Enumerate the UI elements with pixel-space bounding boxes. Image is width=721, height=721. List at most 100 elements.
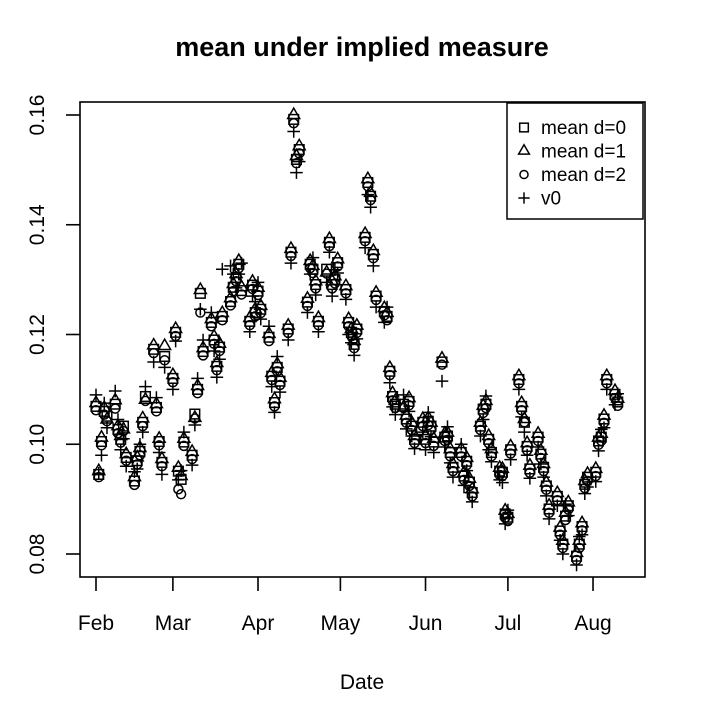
triangle-marker (264, 364, 280, 378)
plus-marker (446, 470, 460, 484)
triangle-marker (569, 544, 584, 558)
plus-marker (358, 241, 372, 255)
triangle-marker (289, 147, 304, 161)
triangle-marker (338, 277, 354, 291)
plus-marker (347, 349, 361, 362)
plus-marker (367, 259, 380, 273)
plus-marker (309, 288, 322, 302)
plus-marker (389, 408, 402, 421)
circle-marker (236, 289, 247, 300)
plus-marker (243, 325, 257, 339)
triangle-marker (110, 417, 126, 431)
circle-marker (271, 366, 283, 377)
plus-marker (265, 380, 279, 393)
x-tick-label: Mar (155, 612, 191, 635)
plus-marker (512, 383, 526, 396)
triangle-marker (291, 137, 307, 151)
plus-marker (496, 476, 509, 489)
plus-marker (303, 267, 317, 281)
circle-marker (129, 479, 140, 491)
x-tick-label: Aug (574, 612, 611, 635)
circle-marker (112, 428, 124, 439)
y-axis-ticks: 0.08 0.10 0.12 0.14 0.16 (26, 95, 80, 574)
plus-marker (542, 512, 556, 526)
triangle-marker (596, 407, 612, 420)
triangle-marker (195, 339, 211, 353)
plus-marker (608, 398, 622, 412)
plus-marker (169, 334, 182, 348)
triangle-marker (500, 505, 516, 519)
y-tick-label: 0.12 (26, 314, 49, 355)
triangle-marker (206, 328, 222, 341)
plus-marker (421, 406, 435, 419)
plus-marker (251, 276, 265, 289)
plus-marker (284, 256, 298, 270)
triangle-marker (129, 449, 145, 462)
plus-marker (383, 376, 397, 390)
triangle-marker (280, 317, 296, 330)
circle-marker (612, 400, 623, 412)
plus-marker (463, 486, 476, 499)
plus-marker (399, 422, 413, 436)
plus-marker (380, 300, 394, 314)
plus-marker (312, 325, 325, 339)
legend-entry-label: mean d=2 (541, 165, 626, 186)
circle-marker (175, 488, 187, 500)
plus-marker (435, 374, 449, 388)
legend-entry: v0 (518, 189, 561, 210)
plus-marker (213, 352, 226, 366)
x-axis-title: Date (340, 671, 384, 694)
plus-marker (441, 420, 454, 433)
triangle-marker (522, 457, 538, 470)
plus-marker (194, 302, 207, 316)
legend-entry-label: v0 (541, 189, 561, 210)
circle-marker (151, 406, 162, 417)
plus-marker (216, 262, 229, 276)
triangle-marker (401, 389, 417, 403)
triangle-marker (599, 367, 615, 381)
circle-marker (192, 387, 203, 399)
triangle-marker (204, 310, 219, 324)
triangle-marker (368, 284, 384, 297)
plus-marker (323, 245, 336, 259)
plus-marker (570, 558, 583, 572)
triangle-marker (88, 394, 104, 408)
circle-marker (596, 435, 607, 447)
y-tick-label: 0.10 (26, 424, 49, 465)
plus-marker (262, 319, 276, 333)
plus-marker (97, 396, 111, 410)
circle-marker (98, 409, 110, 420)
triangle-marker (495, 460, 510, 474)
plus-marker (325, 289, 339, 303)
plus-marker (320, 276, 333, 289)
plus-marker (290, 166, 303, 179)
plus-marker (474, 429, 487, 443)
legend-box (506, 102, 644, 220)
plus-marker (111, 413, 125, 426)
x-tick-label: Feb (78, 612, 114, 635)
plus-marker (531, 440, 545, 454)
plus-marker (515, 410, 528, 424)
plus-marker (578, 487, 592, 500)
plus-marker (185, 458, 199, 472)
circle-marker (178, 440, 190, 452)
triangle-marker (530, 425, 546, 439)
plus-marker (424, 430, 438, 443)
circle-marker (217, 314, 228, 326)
plus-marker (501, 503, 515, 517)
circle-marker (109, 403, 121, 414)
circle-marker (140, 395, 151, 407)
plus-marker (485, 455, 498, 469)
triangle-marker (250, 279, 266, 293)
triangle-marker (440, 424, 455, 437)
data-points (88, 106, 626, 572)
triangle-marker (366, 242, 381, 256)
plus-marker (438, 440, 452, 454)
legend-entry: mean d=0 (518, 118, 626, 139)
plus-marker (331, 266, 344, 280)
circle-marker (307, 267, 319, 279)
plus-marker (119, 459, 133, 473)
plus-marker (205, 306, 218, 319)
plus-marker (306, 251, 320, 264)
circle-marker (96, 440, 107, 451)
